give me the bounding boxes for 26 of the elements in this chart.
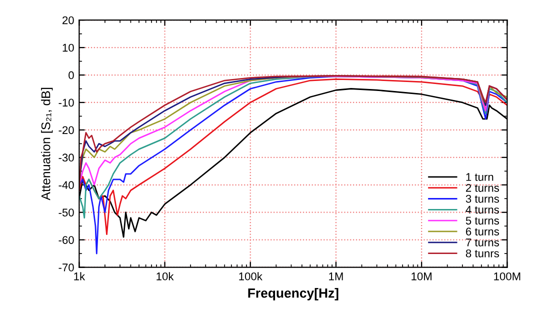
y-tick-label: -20: [58, 126, 74, 134]
y-axis-title: Attenuation [S₂₁, dB]: [41, 88, 53, 200]
legend-label: 3 turns: [466, 194, 500, 203]
legend-label: 4 turns: [466, 206, 500, 214]
x-axis-title: Frequency[Hz]: [248, 288, 338, 300]
y-tick-label: -10: [58, 98, 74, 107]
y-tick-label: 0: [68, 71, 74, 80]
y-tick-label: -60: [58, 236, 74, 244]
x-tick-label: 1M: [329, 272, 343, 280]
x-tick-label: 10k: [156, 272, 174, 280]
y-tick-label: -70: [58, 264, 74, 272]
legend-label: 2 turns: [466, 184, 500, 192]
y-tick-label: -50: [58, 208, 74, 216]
y-tick-label: -30: [58, 154, 74, 162]
legend-label: 5 turns: [466, 216, 500, 225]
legend-label: 8 tunrs: [466, 249, 500, 258]
y-tick-label: 10: [62, 44, 74, 52]
x-tick-label: 10M: [412, 272, 432, 280]
legend-label: 6 turns: [466, 228, 500, 236]
y-tick-label: 20: [62, 16, 74, 24]
x-tick-label: 1k: [74, 272, 86, 280]
legend-label: 1 turn: [466, 173, 494, 181]
legend-label: 7 turns: [466, 238, 500, 246]
x-tick-label: 100M: [494, 272, 520, 280]
y-tick-label: -40: [58, 181, 74, 190]
x-tick-label: 100k: [239, 272, 262, 280]
